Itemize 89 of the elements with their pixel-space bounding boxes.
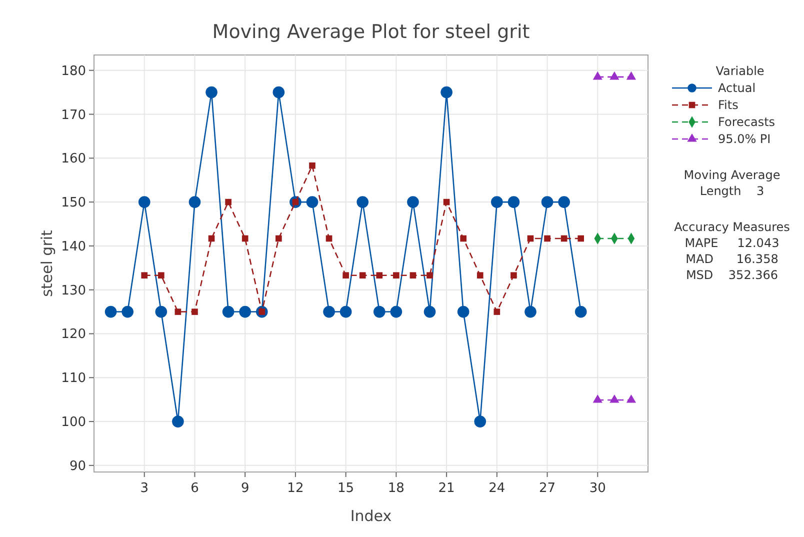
point: [356, 196, 369, 208]
text: MAD 16.358: [686, 252, 778, 266]
y-tick-label: 120: [61, 327, 86, 342]
x-tick-label: 12: [287, 481, 304, 496]
text: Moving Average: [684, 168, 780, 182]
y-tick-label: 90: [69, 458, 86, 474]
point: [222, 306, 234, 318]
legend-label: Actual: [718, 81, 756, 95]
point: [340, 306, 352, 318]
x-tick-label: 21: [438, 481, 455, 496]
point: [390, 306, 402, 318]
point: [524, 306, 536, 318]
point: [541, 196, 554, 208]
point: [272, 86, 285, 98]
point: [373, 306, 386, 318]
point: [192, 308, 198, 315]
point: [544, 235, 550, 242]
x-tick-label: 6: [190, 481, 199, 496]
y-tick-label: 180: [61, 64, 86, 79]
x-tick-label: 30: [589, 481, 606, 496]
point: [188, 196, 201, 208]
legend-label: Fits: [718, 98, 738, 112]
point: [174, 308, 182, 315]
point: [578, 235, 584, 242]
y-tick-label: 150: [61, 196, 86, 211]
point: [393, 272, 400, 279]
point: [457, 306, 470, 318]
point: [476, 272, 484, 279]
y-tick-label: 100: [61, 415, 86, 430]
point: [510, 272, 517, 279]
point: [592, 71, 602, 80]
point: [104, 306, 117, 318]
x-tick-label: 18: [388, 481, 404, 496]
point: [560, 235, 568, 242]
x-tick-label: 15: [338, 481, 354, 496]
point: [141, 272, 148, 279]
chart-title: Moving Average Plot for steel grit: [212, 21, 530, 43]
point: [359, 272, 366, 279]
x-tick-label: 27: [539, 481, 556, 496]
legend-label: Forecasts: [718, 115, 776, 129]
point: [426, 272, 433, 279]
point: [460, 235, 466, 242]
point: [610, 71, 620, 80]
point: [626, 71, 636, 80]
point: [242, 235, 248, 242]
point: [326, 235, 332, 242]
y-axis-title: steel grit: [38, 230, 56, 297]
point: [558, 196, 570, 208]
point: [494, 308, 500, 315]
point: [138, 196, 150, 208]
point: [424, 306, 436, 318]
y-tick-label: 140: [61, 239, 86, 254]
y-tick-label: 130: [61, 283, 86, 298]
point: [122, 306, 134, 318]
point: [407, 196, 419, 208]
point: [172, 416, 184, 428]
point: [225, 198, 232, 206]
x-axis-title: Index: [350, 507, 392, 525]
text: MAPE 12.043: [684, 236, 780, 250]
y-tick-label: 110: [61, 371, 86, 386]
point: [527, 235, 534, 242]
point: [309, 162, 316, 169]
text: MSD 352.366: [686, 268, 778, 282]
x-tick-label: 3: [140, 481, 149, 496]
point: [508, 196, 520, 208]
point: [323, 306, 335, 318]
text: Length 3: [700, 184, 764, 198]
point: [474, 416, 486, 428]
point: [276, 235, 282, 242]
point: [158, 272, 164, 279]
x-tick-label: 9: [240, 481, 250, 496]
point: [410, 272, 416, 279]
point: [239, 306, 252, 318]
point: [574, 306, 587, 318]
legend-label: 95.0% PI: [718, 132, 771, 146]
point: [155, 306, 168, 318]
y-tick-label: 160: [61, 152, 86, 167]
point: [490, 196, 503, 208]
point: [376, 272, 383, 279]
y-tick-label: 170: [61, 108, 86, 123]
legend-title: Variable: [716, 64, 764, 78]
point: [306, 196, 318, 208]
point: [440, 86, 452, 98]
text: Accuracy Measures: [674, 220, 790, 234]
x-tick-label: 24: [488, 481, 506, 496]
point: [342, 272, 349, 279]
point: [206, 86, 218, 98]
point: [208, 235, 215, 242]
point: [443, 198, 450, 206]
